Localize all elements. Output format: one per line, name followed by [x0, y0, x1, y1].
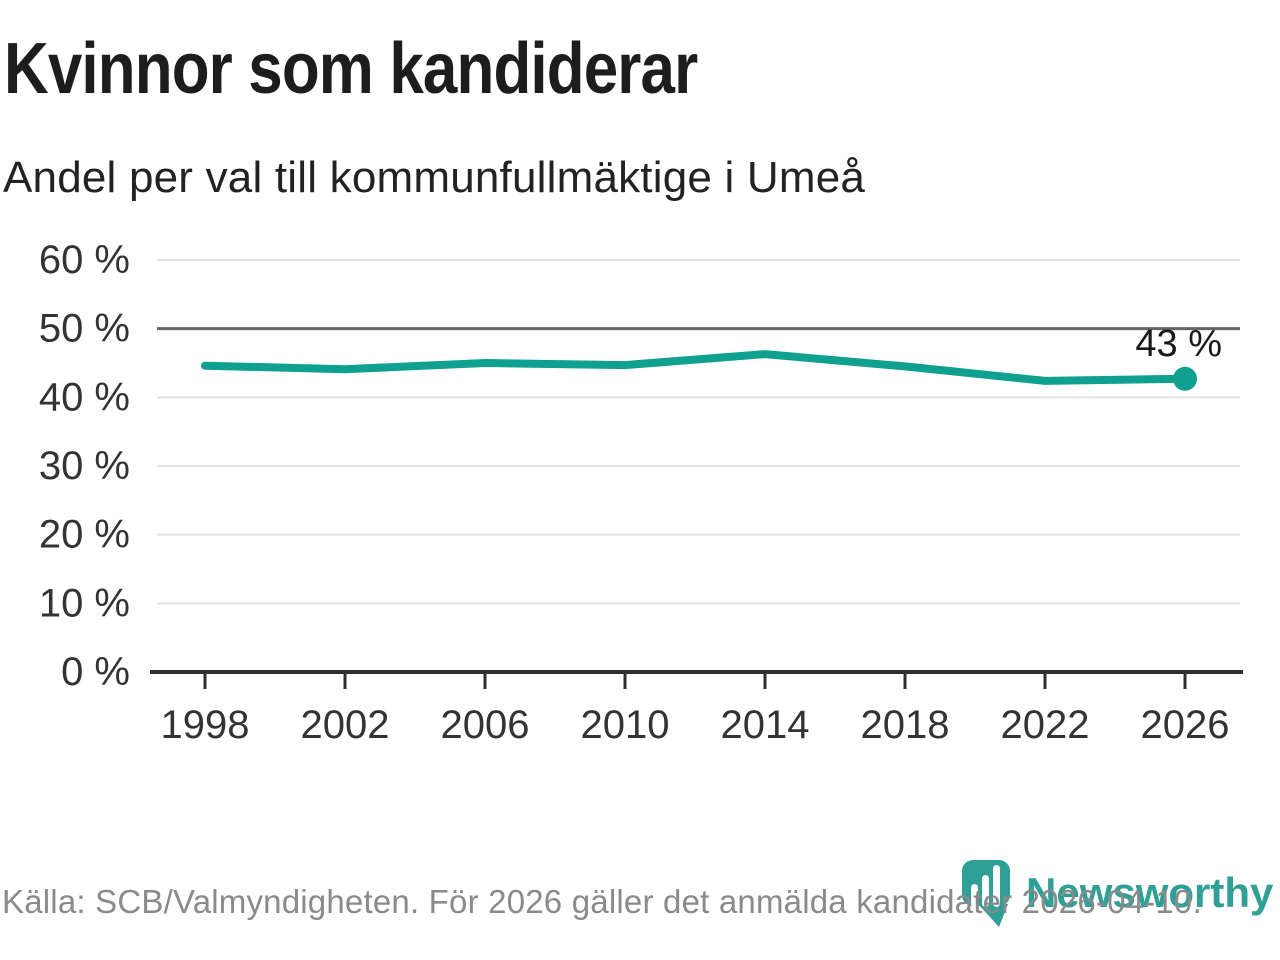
x-axis-label: 2022	[1001, 703, 1090, 747]
x-axis-label: 2002	[301, 703, 390, 747]
trend-line	[201, 350, 1189, 385]
x-axis-label: 2006	[441, 703, 530, 747]
y-axis-label: 30 %	[39, 444, 130, 488]
y-axis-label: 60 %	[39, 238, 130, 282]
end-value-label: 43 %	[1135, 323, 1222, 365]
newsworthy-brand-name: Newsworthy	[1026, 869, 1274, 916]
x-axis-label: 2026	[1141, 703, 1230, 747]
x-axis-label: 2018	[861, 703, 950, 747]
y-axis-label: 10 %	[39, 581, 130, 625]
chart-subtitle: Andel per val till kommunfullmäktige i U…	[3, 153, 866, 202]
y-axis-label: 0 %	[61, 650, 130, 694]
end-point-dot	[1173, 366, 1197, 391]
x-axis-label: 2010	[581, 703, 670, 747]
x-axis-label: 2014	[721, 703, 810, 747]
y-axis-label: 20 %	[39, 513, 130, 557]
source-note: Källa: SCB/Valmyndigheten. För 2026 gäll…	[2, 883, 1202, 920]
y-axis-label: 50 %	[39, 307, 130, 351]
y-axis-label: 40 %	[39, 375, 130, 419]
newsworthy-logo-icon	[962, 860, 1010, 927]
x-axis-label: 1998	[161, 703, 250, 747]
chart-title: Kvinnor som kandiderar	[4, 29, 698, 109]
